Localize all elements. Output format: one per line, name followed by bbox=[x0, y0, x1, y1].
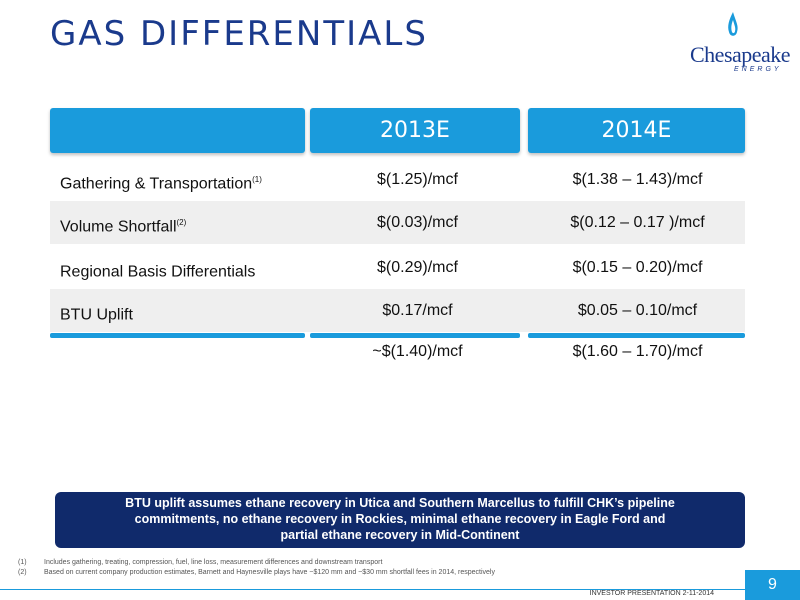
company-logo: Chesapeake ENERGY bbox=[690, 12, 791, 82]
row-label: Volume Shortfall(2) bbox=[60, 218, 187, 236]
value-2013: $(0.03)/mcf bbox=[377, 214, 458, 231]
table-row-gathering: Gathering & Transportation(1) $(1.25)/mc… bbox=[50, 158, 745, 201]
footnote-2: (2) Based on current company production … bbox=[18, 568, 495, 578]
flame-icon bbox=[728, 12, 738, 36]
note-line-1: BTU uplift assumes ethane recovery in Ut… bbox=[125, 496, 675, 510]
table-row-btu-uplift: BTU Uplift $0.17/mcf $0.05 – 0.10/mcf bbox=[50, 289, 745, 332]
total-2014: $(1.60 – 1.70)/mcf bbox=[572, 343, 703, 360]
value-2014: $(0.12 – 0.17 )/mcf bbox=[570, 214, 705, 231]
footer-label: INVESTOR PRESENTATION 2-11-2014 bbox=[589, 590, 714, 597]
row-label: Regional Basis Differentials bbox=[60, 263, 256, 281]
logo-sub: ENERGY bbox=[734, 66, 782, 73]
footnote-number: (2) bbox=[18, 569, 27, 576]
page-number: 9 bbox=[745, 570, 800, 600]
value-2014: $(1.38 – 1.43)/mcf bbox=[572, 171, 703, 188]
slide-title: GAS DIFFERENTIALS bbox=[50, 14, 428, 54]
table-row-volume-shortfall: Volume Shortfall(2) $(0.03)/mcf $(0.12 –… bbox=[50, 201, 745, 244]
logo-name: Chesapeake bbox=[690, 42, 791, 67]
footer-divider bbox=[0, 589, 745, 590]
row-label: BTU Uplift bbox=[60, 306, 133, 324]
footnotes: (1) Includes gathering, treating, compre… bbox=[18, 558, 495, 578]
table-row-regional-basis: Regional Basis Differentials $(0.29)/mcf… bbox=[50, 246, 745, 289]
value-2013: $(0.29)/mcf bbox=[377, 259, 458, 276]
value-2014: $(0.15 – 0.20)/mcf bbox=[572, 259, 703, 276]
row-label: Gathering & Transportation(1) bbox=[60, 175, 262, 193]
total-2013: ~$(1.40)/mcf bbox=[372, 343, 463, 360]
value-2013: $0.17/mcf bbox=[382, 302, 453, 319]
table-row-total: ~$(1.40)/mcf $(1.60 – 1.70)/mcf bbox=[50, 330, 745, 373]
header-2014e: 2014E bbox=[528, 108, 745, 153]
total-divider-label bbox=[50, 333, 305, 338]
callout-note: BTU uplift assumes ethane recovery in Ut… bbox=[55, 492, 745, 548]
total-divider-2014 bbox=[528, 333, 745, 338]
value-2013: $(1.25)/mcf bbox=[377, 171, 458, 188]
header-2013e: 2013E bbox=[310, 108, 520, 153]
header-blank-cell bbox=[50, 108, 305, 153]
note-line-2: commitments, no ethane recovery in Rocki… bbox=[134, 512, 666, 526]
footnote-number: (1) bbox=[18, 559, 27, 566]
footnote-1: (1) Includes gathering, treating, compre… bbox=[18, 558, 495, 568]
total-divider-2013 bbox=[310, 333, 520, 338]
note-line-3: partial ethane recovery in Mid-Continent bbox=[280, 528, 520, 542]
footnote-text: Based on current company production esti… bbox=[44, 569, 495, 576]
footnote-text: Includes gathering, treating, compressio… bbox=[44, 559, 383, 566]
value-2014: $0.05 – 0.10/mcf bbox=[577, 302, 698, 319]
